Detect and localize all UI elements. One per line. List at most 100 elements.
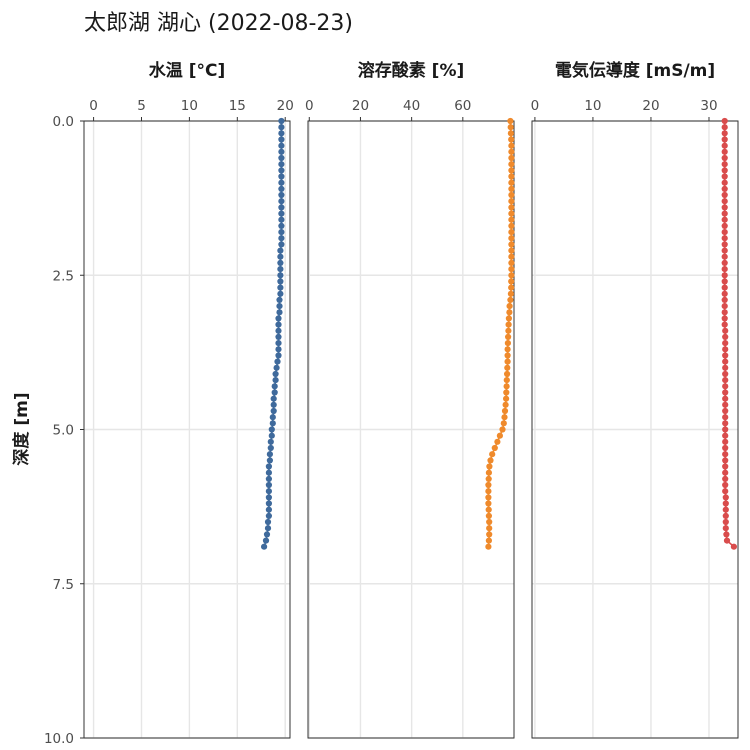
data-point bbox=[485, 543, 492, 550]
data-point bbox=[722, 469, 729, 476]
data-point bbox=[508, 191, 515, 199]
data-point bbox=[265, 481, 272, 489]
data-point bbox=[721, 185, 728, 192]
data-point bbox=[496, 432, 503, 439]
x-tick-label: 20 bbox=[642, 98, 659, 114]
data-point bbox=[508, 259, 515, 266]
data-point bbox=[267, 438, 274, 445]
data-point bbox=[503, 395, 510, 402]
data-point bbox=[278, 210, 285, 217]
data-point bbox=[266, 457, 273, 464]
data-point bbox=[503, 383, 510, 390]
data-point bbox=[722, 463, 729, 470]
y-tick-label: 7.5 bbox=[53, 577, 74, 593]
data-point bbox=[508, 173, 515, 180]
data-point bbox=[508, 179, 515, 186]
data-point bbox=[507, 124, 514, 131]
data-point bbox=[276, 309, 283, 316]
data-point bbox=[721, 253, 728, 260]
data-point bbox=[278, 204, 285, 211]
panel-border bbox=[531, 120, 739, 739]
data-point bbox=[722, 481, 729, 489]
data-point bbox=[721, 148, 728, 155]
data-point bbox=[506, 303, 513, 310]
data-point bbox=[277, 272, 284, 279]
x-tick-label: 10 bbox=[181, 98, 198, 114]
data-point bbox=[271, 389, 278, 396]
data-point bbox=[267, 444, 274, 452]
data-point bbox=[721, 284, 728, 291]
data-point bbox=[277, 253, 284, 260]
data-point bbox=[485, 475, 492, 482]
y-tick-label: 2.5 bbox=[53, 268, 74, 284]
data-point bbox=[278, 235, 285, 242]
y-tick-label: 10.0 bbox=[44, 731, 74, 747]
data-point bbox=[721, 136, 728, 143]
data-point bbox=[722, 420, 729, 427]
data-point bbox=[278, 136, 285, 143]
data-point bbox=[508, 167, 515, 174]
data-point bbox=[504, 364, 511, 371]
data-point bbox=[721, 235, 728, 242]
data-point bbox=[275, 352, 282, 359]
data-point bbox=[722, 432, 729, 439]
y-tick-label: 0.0 bbox=[53, 114, 74, 130]
data-point bbox=[261, 543, 268, 550]
data-point bbox=[485, 494, 492, 501]
data-point bbox=[278, 229, 285, 236]
data-point bbox=[485, 469, 492, 476]
data-point bbox=[721, 198, 728, 205]
data-point bbox=[499, 426, 506, 433]
data-point bbox=[274, 358, 281, 365]
data-point bbox=[269, 420, 276, 427]
x-tick-label: 30 bbox=[700, 98, 717, 114]
data-point bbox=[507, 117, 514, 125]
data-point bbox=[270, 395, 277, 402]
data-point bbox=[508, 136, 515, 143]
data-point bbox=[723, 531, 730, 538]
data-point bbox=[508, 148, 515, 155]
data-point bbox=[485, 512, 492, 520]
data-point bbox=[486, 531, 493, 538]
data-point bbox=[275, 333, 282, 340]
data-point bbox=[265, 512, 272, 520]
data-point bbox=[277, 278, 284, 285]
panel-title: 水温 [°C] bbox=[149, 60, 225, 81]
data-point bbox=[278, 241, 285, 248]
data-point bbox=[508, 154, 515, 162]
panel-border bbox=[83, 120, 291, 739]
data-point bbox=[721, 179, 728, 186]
data-point bbox=[508, 253, 515, 260]
data-point bbox=[721, 266, 728, 273]
data-point bbox=[721, 309, 728, 316]
data-point bbox=[722, 525, 729, 532]
data-point bbox=[721, 290, 728, 297]
x-tick-label: 60 bbox=[454, 98, 471, 114]
data-point bbox=[504, 370, 511, 378]
data-point bbox=[278, 161, 285, 168]
data-point bbox=[272, 377, 279, 384]
data-point bbox=[491, 444, 498, 452]
data-point bbox=[508, 222, 515, 229]
data-point bbox=[722, 340, 729, 347]
data-point bbox=[722, 333, 729, 340]
data-point bbox=[262, 537, 270, 544]
data-point bbox=[263, 531, 271, 538]
chart-title: 太郎湖 湖心 (2022-08-23) bbox=[84, 11, 353, 36]
data-point bbox=[721, 315, 728, 322]
data-point bbox=[722, 352, 729, 359]
data-point bbox=[508, 266, 515, 273]
data-point bbox=[722, 407, 729, 415]
data-point bbox=[278, 185, 285, 192]
data-point bbox=[722, 494, 729, 501]
x-tick-label: 5 bbox=[137, 98, 146, 114]
data-point bbox=[721, 142, 728, 149]
data-point bbox=[265, 494, 272, 501]
data-point bbox=[508, 235, 515, 242]
data-point bbox=[508, 198, 515, 205]
data-point bbox=[265, 463, 272, 470]
data-point bbox=[277, 284, 284, 291]
data-point bbox=[505, 327, 512, 334]
data-point bbox=[503, 389, 510, 396]
y-axis-label: 深度 [m] bbox=[11, 392, 32, 465]
